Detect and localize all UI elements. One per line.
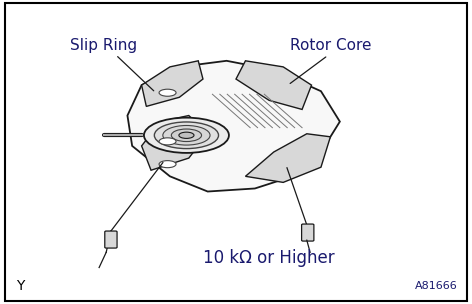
Ellipse shape <box>159 89 176 96</box>
Text: A81666: A81666 <box>415 281 458 291</box>
Polygon shape <box>142 61 203 106</box>
Ellipse shape <box>144 118 229 153</box>
Text: Y: Y <box>17 279 25 293</box>
Polygon shape <box>245 134 330 182</box>
Polygon shape <box>142 116 208 170</box>
Text: Slip Ring: Slip Ring <box>70 38 137 53</box>
Ellipse shape <box>171 129 202 142</box>
Ellipse shape <box>179 132 194 138</box>
Text: Rotor Core: Rotor Core <box>290 38 371 53</box>
Polygon shape <box>236 61 312 109</box>
Text: 10 kΩ or Higher: 10 kΩ or Higher <box>203 249 335 268</box>
Ellipse shape <box>159 161 176 168</box>
Polygon shape <box>127 61 340 192</box>
FancyBboxPatch shape <box>105 231 117 248</box>
Ellipse shape <box>163 126 210 145</box>
FancyBboxPatch shape <box>302 224 314 241</box>
Ellipse shape <box>159 138 176 145</box>
Ellipse shape <box>154 122 219 149</box>
